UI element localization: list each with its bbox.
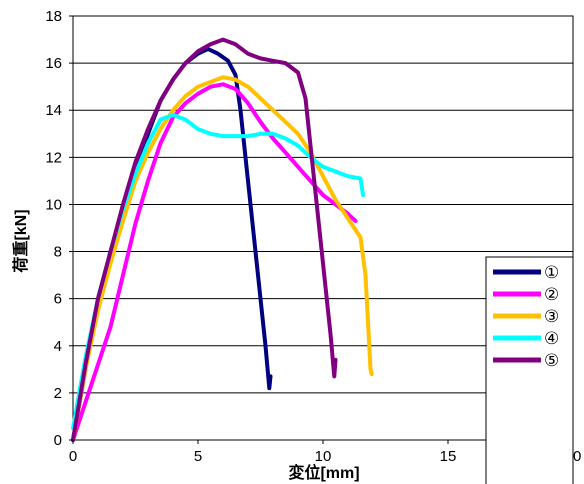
legend-label-3: ③: [544, 307, 559, 326]
y-tick-label: 0: [54, 432, 62, 449]
series-line-4: [73, 115, 363, 428]
series-line-3: [73, 77, 372, 440]
y-tick-label: 18: [45, 8, 62, 25]
legend-label-1: ①: [544, 263, 559, 282]
y-axis-label: 荷重[kN]: [11, 209, 30, 272]
series-line-5: [73, 40, 336, 440]
series-lines: [73, 40, 372, 440]
x-axis-label: 変位[mm]: [288, 463, 359, 482]
x-tick-label: 15: [440, 448, 457, 465]
y-tick-labels: 0 2 4 6 8 10 12 14 16 18: [45, 8, 73, 449]
y-tick-label: 10: [45, 196, 62, 213]
y-tick-label: 16: [45, 55, 62, 72]
x-tick-label: 5: [194, 448, 202, 465]
series-line-1: [73, 49, 271, 440]
legend-label-5: ⑤: [544, 351, 559, 370]
legend: ① ② ③ ④ ⑤: [486, 257, 573, 484]
y-tick-label: 12: [45, 149, 62, 166]
legend-box: [486, 257, 573, 484]
y-tick-label: 4: [54, 338, 62, 355]
y-tick-label: 2: [54, 385, 62, 402]
x-tick-label: 0: [69, 448, 77, 465]
series-line-2: [73, 84, 356, 440]
y-tick-label: 8: [54, 244, 62, 261]
y-tick-label: 6: [54, 291, 62, 308]
x-tick-label: 10: [315, 448, 332, 465]
legend-label-4: ④: [544, 329, 559, 348]
y-tick-label: 14: [45, 102, 62, 119]
legend-label-2: ②: [544, 285, 559, 304]
